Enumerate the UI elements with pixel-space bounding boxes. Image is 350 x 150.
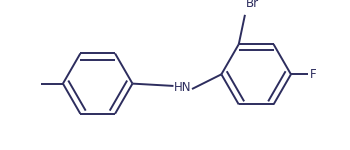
Text: Br: Br <box>246 0 259 10</box>
Text: HN: HN <box>174 81 191 94</box>
Text: F: F <box>310 68 317 81</box>
